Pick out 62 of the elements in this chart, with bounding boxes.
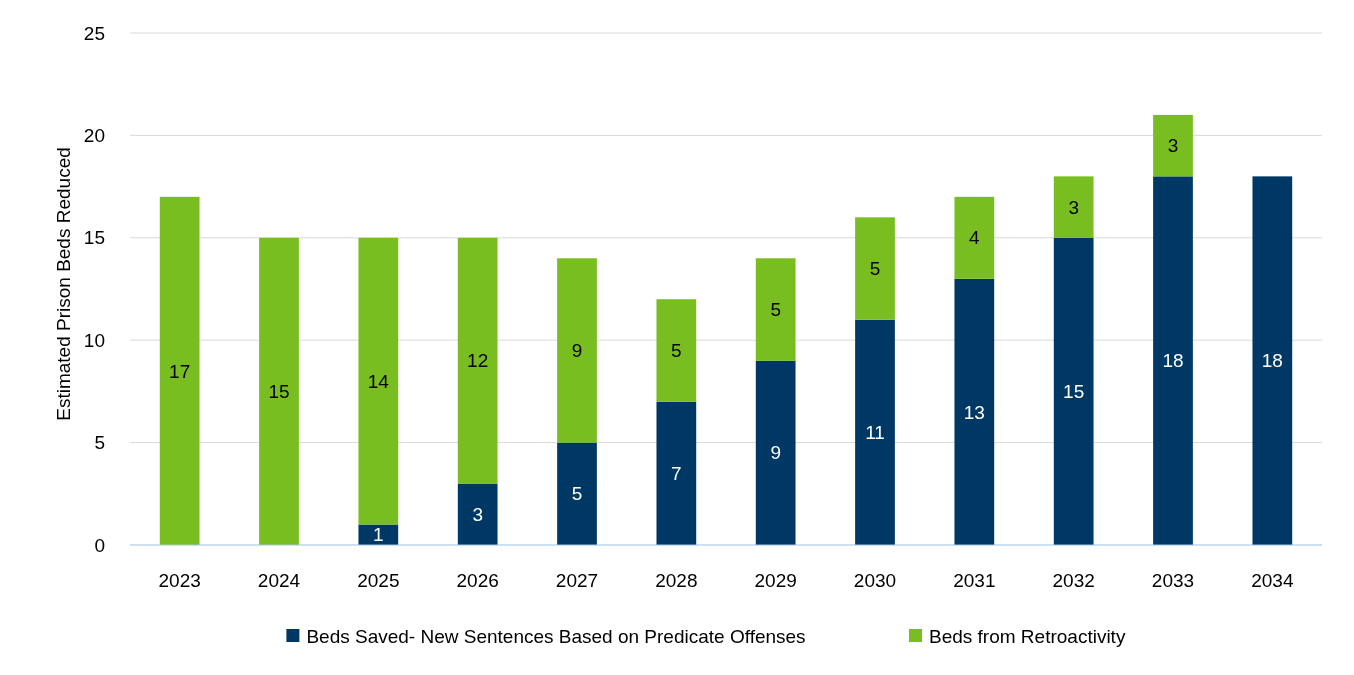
y-tick-label: 0 — [94, 534, 105, 556]
y-tick-label: 5 — [94, 432, 105, 454]
data-label: 5 — [671, 340, 682, 362]
x-tick-label: 2030 — [853, 570, 897, 591]
bar — [1053, 176, 1094, 238]
data-label: 13 — [963, 401, 985, 423]
bar — [557, 258, 597, 443]
x-tick-label: 2029 — [754, 570, 797, 591]
bar — [259, 237, 299, 545]
data-label: 14 — [367, 370, 390, 392]
x-tick-label: 2025 — [357, 570, 400, 591]
data-label: 15 — [1063, 381, 1085, 403]
data-label: 12 — [467, 350, 489, 372]
y-tick-label: 15 — [83, 227, 105, 249]
data-label: 7 — [671, 462, 682, 484]
x-tick-label: 2023 — [158, 570, 201, 591]
data-label: 3 — [472, 503, 483, 525]
legend-label: Beds Saved- New Sentences Based on Predicate Offenses — [306, 625, 806, 647]
bar — [855, 319, 895, 545]
data-label: 5 — [571, 483, 583, 505]
bar — [755, 258, 796, 361]
bar — [954, 196, 995, 279]
data-label: 11 — [865, 422, 885, 444]
bar — [954, 278, 995, 545]
data-label: 5 — [770, 299, 781, 321]
bar — [656, 401, 697, 545]
data-label: 9 — [571, 340, 583, 362]
x-tick-label: 2024 — [257, 570, 301, 591]
x-tick-label: 2033 — [1151, 570, 1195, 591]
data-label: 18 — [1162, 350, 1184, 372]
bar — [656, 299, 697, 402]
data-label: 15 — [268, 381, 290, 403]
bar — [457, 483, 498, 545]
bar — [1252, 176, 1293, 545]
bar — [159, 196, 200, 545]
bar — [557, 442, 597, 545]
y-tick-label: 10 — [83, 329, 105, 351]
x-tick-label: 2032 — [1052, 570, 1095, 591]
x-tick-label: 2031 — [953, 570, 996, 591]
data-label: 17 — [169, 360, 191, 382]
x-tick-label: 2034 — [1251, 570, 1294, 591]
x-tick-label: 2027 — [555, 570, 599, 591]
data-label: 3 — [1167, 135, 1179, 157]
bar — [457, 237, 498, 484]
data-label: 18 — [1261, 350, 1283, 372]
bar — [1053, 237, 1094, 545]
data-label: 5 — [869, 258, 881, 280]
x-tick-label: 2028 — [655, 570, 698, 591]
bar — [1153, 176, 1193, 545]
data-label: 4 — [969, 227, 981, 249]
bar — [755, 360, 796, 545]
data-label: 3 — [1068, 196, 1079, 218]
y-axis-title: Estimated Prison Beds Reduced — [53, 147, 74, 421]
bar — [358, 237, 399, 525]
x-tick-label: 2026 — [456, 570, 499, 591]
y-tick-label: 25 — [83, 22, 105, 44]
y-tick-label: 20 — [83, 125, 105, 147]
bar — [1153, 114, 1193, 177]
bar — [855, 217, 895, 320]
legend-label: Beds from Retroactivity — [929, 625, 1126, 647]
data-label: 9 — [770, 442, 781, 464]
data-label: 1 — [373, 524, 384, 546]
